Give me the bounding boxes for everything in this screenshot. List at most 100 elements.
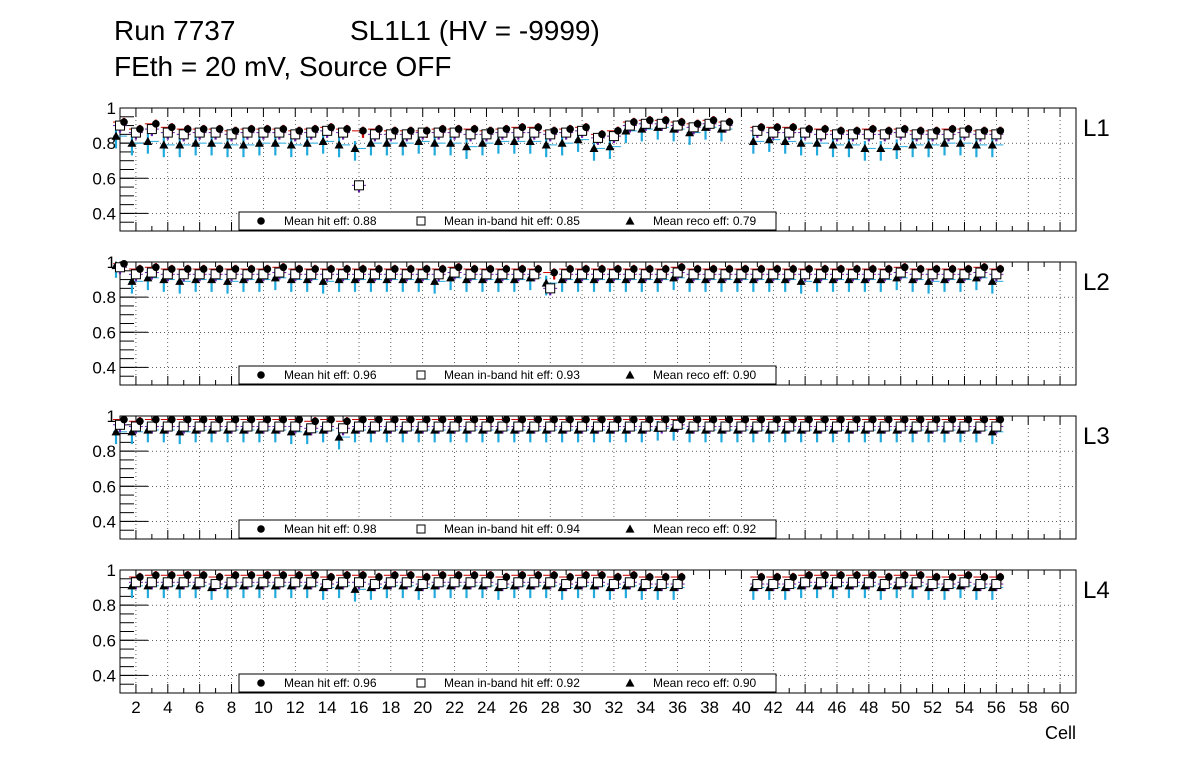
inband-point <box>672 419 683 430</box>
inband-point <box>146 267 157 278</box>
inband-point <box>577 421 588 432</box>
inband-point <box>656 421 667 432</box>
hit-point <box>422 573 431 581</box>
hit-point <box>677 118 686 126</box>
inband-point <box>593 577 603 588</box>
reco-point <box>573 135 583 144</box>
hit-point <box>709 116 718 125</box>
inband-point <box>369 579 380 590</box>
hit-point <box>900 125 909 133</box>
inband-point <box>624 421 635 432</box>
hit-point <box>518 123 527 132</box>
reco-point <box>302 138 312 147</box>
inband-point <box>672 267 683 278</box>
hit-point <box>454 571 463 580</box>
inband-point <box>784 421 795 432</box>
hit-point <box>168 265 176 273</box>
inband-point <box>800 577 811 588</box>
hit-point <box>470 415 479 424</box>
hit-point <box>375 415 383 424</box>
hit-point <box>375 125 383 133</box>
inband-point <box>306 269 317 280</box>
hit-point <box>454 263 463 272</box>
legend-box <box>238 211 777 231</box>
inband-point <box>290 269 301 280</box>
reco-point <box>223 276 233 285</box>
inband-point <box>290 577 301 588</box>
hit-point <box>327 265 335 273</box>
hit-point <box>885 415 893 424</box>
hit-point <box>279 125 288 133</box>
reco-point <box>796 138 806 147</box>
hit-point <box>789 265 797 273</box>
inband-point <box>497 269 508 280</box>
hit-point <box>932 127 941 135</box>
inband-point <box>768 421 779 432</box>
x-tick-label: 6 <box>195 698 204 717</box>
hit-point <box>853 265 861 273</box>
x-tick-label: 46 <box>828 698 847 717</box>
hit-point <box>343 571 351 580</box>
inband-point <box>226 269 237 280</box>
inband-point <box>608 269 619 280</box>
legend-box <box>238 365 777 385</box>
hit-point <box>630 118 638 126</box>
hit-point <box>725 415 734 424</box>
hit-point <box>916 571 925 580</box>
reco-point <box>796 276 806 285</box>
hit-point <box>932 573 941 581</box>
hit-point <box>869 415 877 424</box>
inband-point <box>943 269 954 280</box>
reco-point <box>398 138 408 147</box>
x-tick-label: 4 <box>163 698 172 717</box>
inband-point <box>640 269 651 280</box>
hit-point <box>486 571 495 580</box>
hit-point <box>183 125 192 133</box>
inband-point <box>274 421 285 432</box>
inband-point <box>545 421 556 432</box>
inband-point <box>879 421 890 432</box>
hit-point <box>279 415 288 424</box>
inband-point <box>545 283 556 294</box>
inband-point <box>385 421 396 432</box>
hit-point <box>502 573 511 581</box>
hit-point <box>136 125 144 133</box>
inband-point <box>529 269 540 280</box>
hit-point <box>566 125 574 133</box>
inband-point <box>194 421 205 432</box>
hit-point <box>407 571 415 580</box>
hit-point <box>932 415 941 424</box>
hit-point <box>980 127 989 135</box>
inband-point <box>991 421 1002 432</box>
reco-point <box>238 140 248 149</box>
layer-label-l2: L2 <box>1083 269 1110 296</box>
legend-reco-marker <box>625 678 635 687</box>
run-label: Run 7737 <box>114 15 236 46</box>
inband-point <box>401 269 412 280</box>
layer-label-l4: L4 <box>1083 577 1110 604</box>
inband-point <box>162 127 173 138</box>
hit-point <box>327 573 335 581</box>
x-tick-label: 24 <box>477 698 496 717</box>
inband-point <box>258 421 269 432</box>
hit-point <box>837 265 845 273</box>
hit-point <box>407 265 415 273</box>
inband-point <box>481 577 492 588</box>
inband-point <box>513 127 524 138</box>
hit-point <box>757 265 766 273</box>
inband-point <box>832 577 842 588</box>
reco-point <box>143 136 153 145</box>
inband-point <box>130 269 141 280</box>
hit-point <box>247 125 256 133</box>
x-tick-label: 12 <box>286 698 305 717</box>
inband-point <box>784 269 795 280</box>
hit-point <box>518 265 527 273</box>
hit-point <box>614 573 622 581</box>
hit-point <box>661 415 670 424</box>
inband-point <box>768 579 779 590</box>
hit-point <box>661 265 670 273</box>
y-tick-label: 0.8 <box>92 134 116 153</box>
inband-point <box>847 421 858 432</box>
x-tick-label: 30 <box>573 698 592 717</box>
hit-point <box>932 265 941 273</box>
